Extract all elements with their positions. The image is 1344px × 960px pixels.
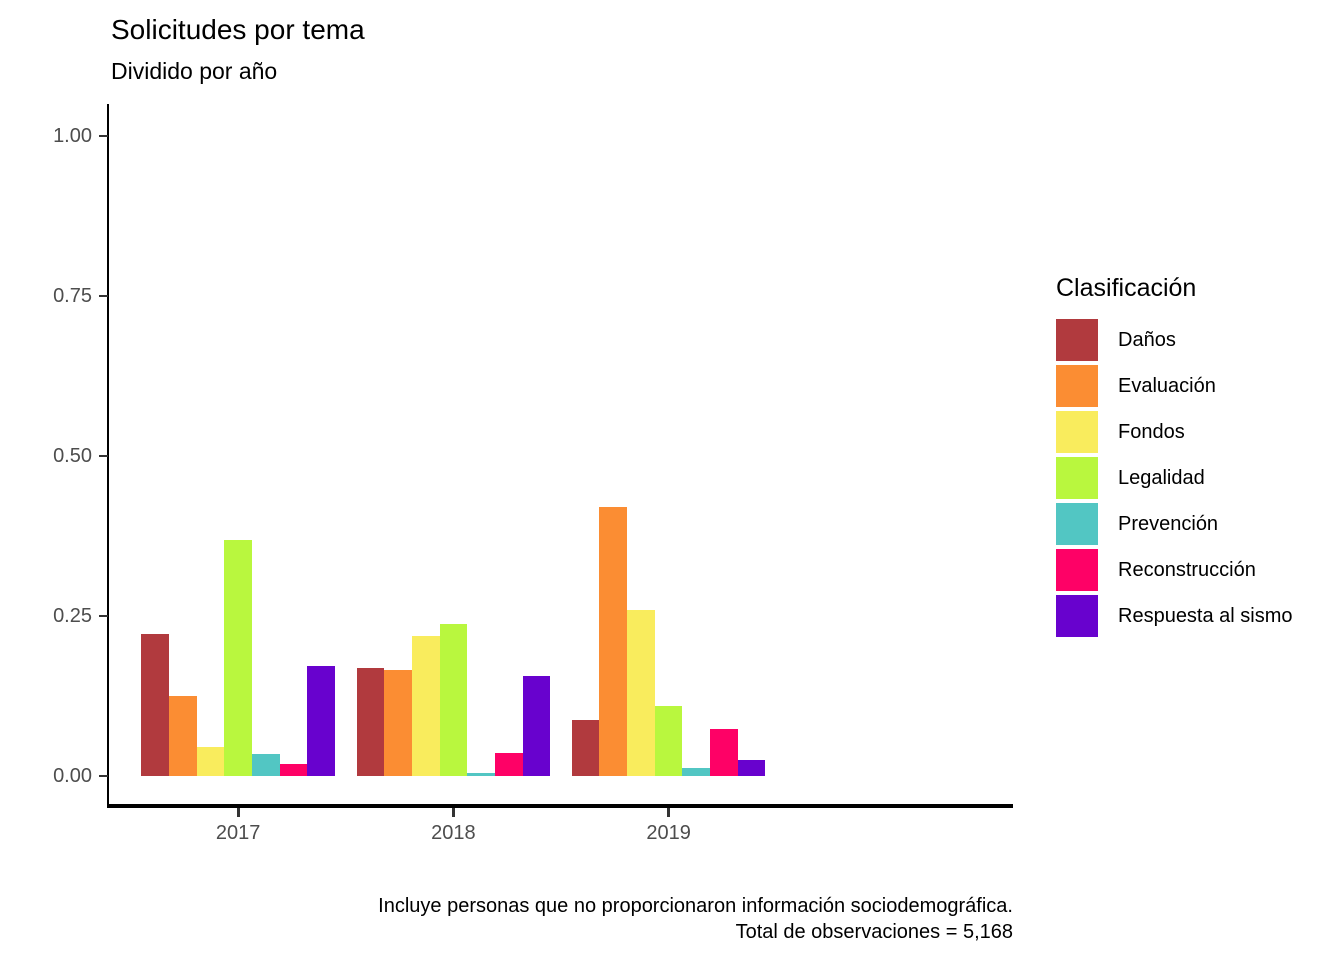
bar-prevencion-2017 — [252, 754, 280, 776]
x-tick-mark — [236, 808, 240, 817]
legend: Clasificación Daños Evaluación Fondos Legal… — [1056, 274, 1293, 641]
bar-reconstruccion-2017 — [280, 764, 307, 776]
legend-item-reconstruccion: Reconstrucción — [1056, 549, 1293, 591]
y-tick-mark — [99, 295, 108, 297]
plot-panel — [107, 104, 1013, 808]
bar-fondos-2017 — [197, 747, 224, 776]
y-tick-mark — [99, 615, 108, 617]
bar-legalidad-2017 — [224, 540, 252, 776]
legend-item-fondos: Fondos — [1056, 411, 1293, 453]
y-tick-label: 0.50 — [53, 445, 92, 467]
x-tick-mark — [667, 808, 671, 817]
legend-item-prevencion: Prevención — [1056, 503, 1293, 545]
legend-label: Respuesta al sismo — [1118, 604, 1293, 627]
bar-prevencion-2019 — [682, 768, 710, 776]
legend-title: Clasificación — [1056, 274, 1197, 302]
legend-swatch-fondos — [1056, 411, 1098, 453]
caption-line-2: Total de observaciones = 5,168 — [735, 921, 1013, 943]
bar-legalidad-2019 — [655, 706, 682, 776]
y-tick-label: 0.00 — [53, 765, 92, 787]
legend-items: Daños Evaluación Fondos Legalidad Prevención… — [1056, 319, 1293, 637]
y-tick-label: 0.25 — [53, 605, 92, 627]
bar-danos-2019 — [572, 720, 599, 776]
legend-swatch-legalidad — [1056, 457, 1098, 499]
legend-swatch-prevencion — [1056, 503, 1098, 545]
bar-danos-2017 — [141, 634, 169, 776]
legend-label: Legalidad — [1118, 466, 1205, 489]
legend-item-danos: Daños — [1056, 319, 1293, 361]
bar-evaluacion-2018 — [384, 670, 412, 776]
legend-swatch-reconstruccion — [1056, 549, 1098, 591]
bar-prevencion-2018 — [467, 773, 495, 776]
legend-swatch-danos — [1056, 319, 1098, 361]
legend-label: Evaluación — [1118, 374, 1216, 397]
x-tick-label-2019: 2019 — [646, 822, 691, 844]
legend-label: Fondos — [1118, 420, 1185, 443]
y-tick-label: 1.00 — [53, 125, 92, 147]
chart-title: Solicitudes por tema — [111, 14, 365, 45]
bar-respuesta-al-sismo-2017 — [307, 666, 335, 776]
bar-evaluacion-2017 — [169, 696, 197, 776]
caption: Incluye personas que no proporcionaron i… — [378, 893, 1013, 945]
legend-label: Reconstrucción — [1118, 558, 1256, 581]
legend-swatch-respuesta-al-sismo — [1056, 595, 1098, 637]
x-tick-mark — [451, 808, 455, 817]
legend-item-legalidad: Legalidad — [1056, 457, 1293, 499]
legend-item-respuesta-al-sismo: Respuesta al sismo — [1056, 595, 1293, 637]
bar-evaluacion-2019 — [599, 507, 627, 776]
y-tick-mark — [99, 455, 108, 457]
caption-line-1: Incluye personas que no proporcionaron i… — [378, 895, 1013, 917]
chart-subtitle: Dividido por año — [111, 58, 278, 84]
legend-label: Prevención — [1118, 512, 1219, 535]
legend-label: Daños — [1118, 328, 1176, 351]
bar-reconstruccion-2018 — [495, 753, 523, 776]
bar-respuesta-al-sismo-2018 — [523, 676, 550, 776]
y-tick-mark — [99, 775, 108, 777]
legend-swatch-evaluacion — [1056, 365, 1098, 407]
bar-danos-2018 — [357, 668, 384, 776]
x-tick-label-2017: 2017 — [215, 822, 261, 844]
y-tick-mark — [99, 135, 108, 137]
bar-legalidad-2018 — [440, 624, 467, 776]
bar-fondos-2019 — [627, 610, 655, 776]
bar-reconstruccion-2019 — [710, 729, 738, 776]
bar-fondos-2018 — [412, 636, 440, 776]
bar-respuesta-al-sismo-2019 — [738, 760, 765, 776]
x-tick-label-2018: 2018 — [431, 822, 476, 844]
legend-item-evaluacion: Evaluación — [1056, 365, 1293, 407]
y-tick-label: 0.75 — [53, 285, 92, 307]
